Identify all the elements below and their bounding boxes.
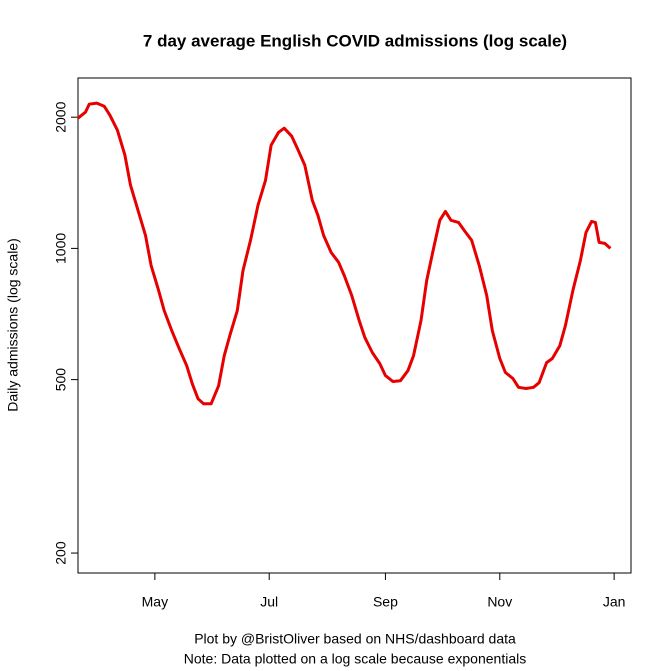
y-tick-label: 1000	[53, 233, 69, 264]
x-tick-label: Sep	[373, 594, 398, 610]
x-tick-label: Jan	[603, 594, 626, 610]
y-tick-label: 200	[53, 541, 69, 565]
x-tick-label: May	[142, 594, 168, 610]
x-tick-label: Jul	[260, 594, 278, 610]
x-tick-label: Nov	[487, 594, 512, 610]
y-tick-label: 2000	[53, 101, 69, 132]
plot-frame	[77, 77, 632, 574]
caption: Plot by @BristOliver based on NHS/dashbo…	[194, 631, 516, 647]
y-axis-label: Daily admissions (log scale)	[5, 238, 21, 412]
chart-title: 7 day average English COVID admissions (…	[143, 31, 567, 50]
y-tick-label: 500	[53, 368, 69, 392]
data-line	[77, 101, 612, 406]
caption: Note: Data plotted on a log scale becaus…	[184, 651, 526, 667]
